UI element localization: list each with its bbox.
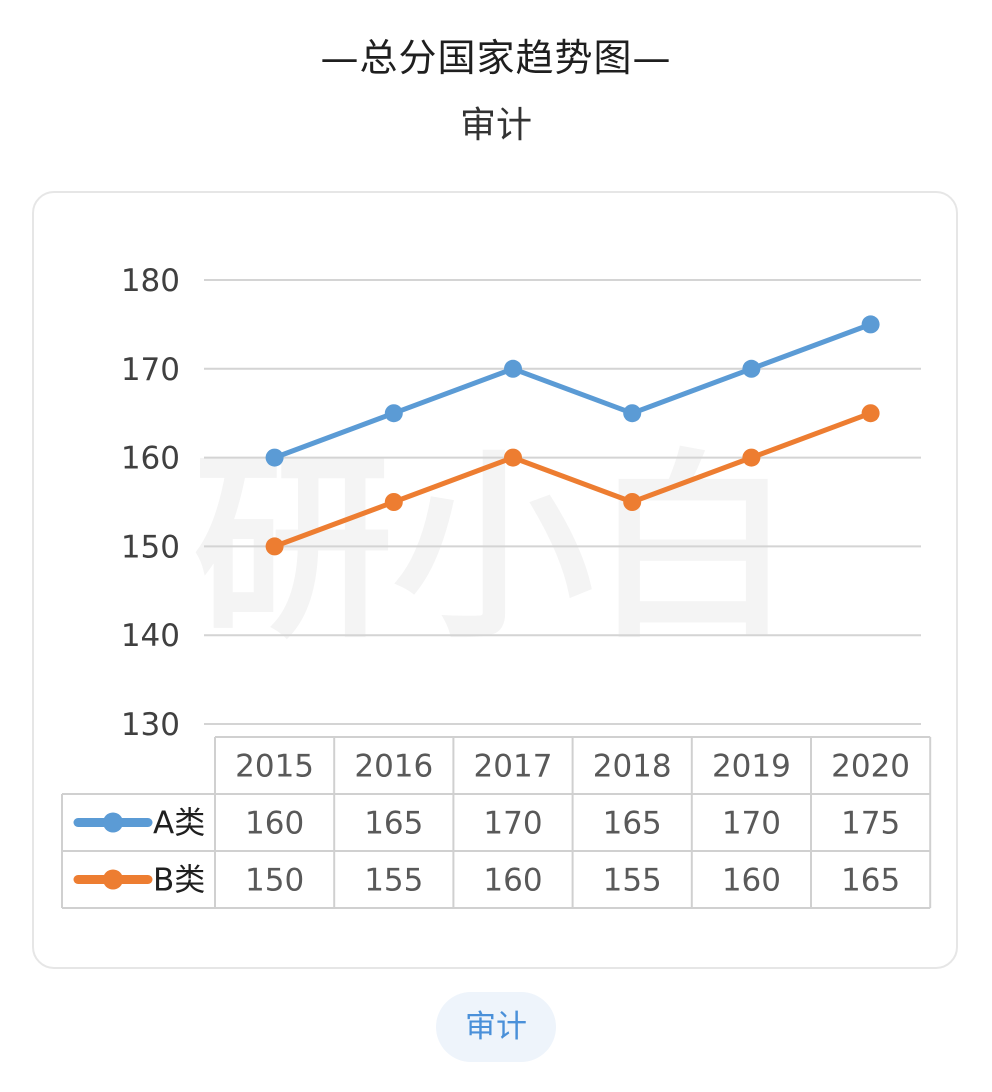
y-tick-label: 170 — [121, 352, 180, 388]
table-value-cell: 160 — [483, 863, 542, 899]
data-table: 2015 2016 2017 2018 2019 2020 A类 160 165 170 165 17… — [61, 736, 932, 909]
x-category-label: 2016 — [354, 749, 433, 785]
x-category-label: 2020 — [831, 749, 910, 785]
series-line-b — [272, 410, 874, 549]
data-point — [384, 493, 403, 511]
y-tick-label: 150 — [121, 529, 180, 565]
y-tick-label: 160 — [121, 441, 180, 477]
page-subtitle: 审计 — [459, 105, 532, 146]
data-point — [623, 493, 642, 511]
table-value-cell: 160 — [722, 863, 781, 899]
legend-series-name: A类 — [153, 806, 205, 842]
table-value-cell: 165 — [841, 863, 900, 899]
y-axis-tick-labels: 130 140 150 160 170 180 — [121, 263, 180, 743]
data-point — [265, 448, 284, 467]
legend-key-marker — [103, 869, 123, 890]
x-category-label: 2017 — [474, 749, 553, 785]
data-point — [742, 359, 761, 378]
gridlines — [204, 279, 921, 725]
data-point — [861, 315, 880, 334]
data-point — [861, 404, 880, 423]
y-tick-label: 180 — [121, 263, 180, 299]
chart-card — [32, 191, 958, 969]
table-value-cell: 165 — [364, 806, 423, 842]
table-value-cell: 175 — [841, 806, 900, 842]
watermark-logo: 研小白 — [193, 433, 793, 666]
data-point — [742, 448, 761, 467]
table-value-cell: 150 — [245, 863, 304, 899]
table-value-cell: 160 — [245, 806, 304, 842]
table-value-cell: 165 — [603, 806, 662, 842]
watermark-layer: 研小白 — [193, 433, 793, 666]
y-tick-label: 140 — [121, 618, 180, 654]
table-value-cell: 170 — [722, 806, 781, 842]
data-point — [504, 359, 522, 378]
data-point — [384, 404, 403, 423]
data-point — [623, 404, 642, 423]
table-value-cell: 155 — [603, 863, 662, 899]
y-tick-label: 130 — [121, 707, 180, 743]
data-point — [504, 448, 522, 467]
series-lines — [265, 315, 880, 556]
table-value-cell: 170 — [483, 806, 542, 842]
legend-key-marker — [103, 812, 123, 833]
legend-series-name: B类 — [153, 863, 205, 899]
table-value-cell: 155 — [364, 863, 423, 899]
data-point — [265, 537, 284, 556]
series-line-a — [272, 321, 874, 461]
page-title: —总分国家趋势图— — [320, 36, 672, 80]
x-category-label: 2015 — [235, 749, 314, 785]
x-category-label: 2019 — [712, 749, 791, 785]
x-category-label: 2018 — [593, 749, 672, 785]
category-tag-button[interactable]: 审计 — [436, 992, 556, 1062]
